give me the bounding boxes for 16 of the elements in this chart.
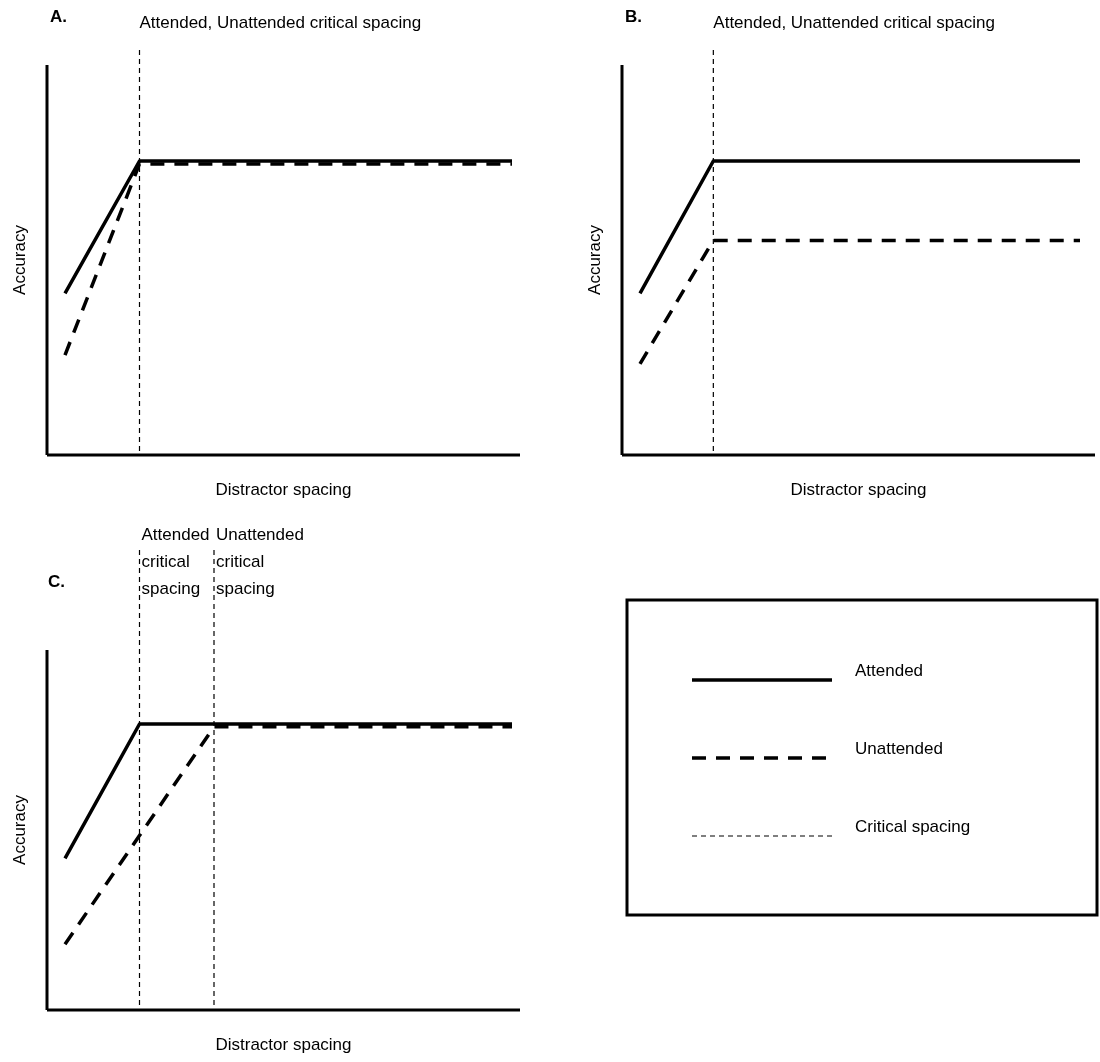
x-axis-title: Distractor spacing — [215, 1035, 352, 1054]
text: Attended, Unattended critical spacing — [139, 13, 422, 32]
y-axis-title: Accuracy — [10, 794, 29, 865]
text: Unattended — [855, 739, 943, 758]
chart-title: B. — [625, 7, 642, 26]
text: Unattended critical spacing — [216, 525, 304, 598]
x-axis-title: Distractor spacing — [790, 480, 927, 499]
text: Attended critical spacing — [141, 525, 210, 598]
text: Critical spacing — [855, 817, 971, 836]
x-axis-title: Distractor spacing — [215, 480, 352, 499]
y-axis-title: Accuracy — [10, 224, 29, 295]
chart-title: C. — [48, 572, 65, 591]
chart-title: A. — [50, 7, 67, 26]
text: Attended — [855, 661, 924, 680]
text: Attended, Unattended critical spacing — [713, 13, 995, 32]
y-axis-title: Accuracy — [585, 224, 604, 295]
